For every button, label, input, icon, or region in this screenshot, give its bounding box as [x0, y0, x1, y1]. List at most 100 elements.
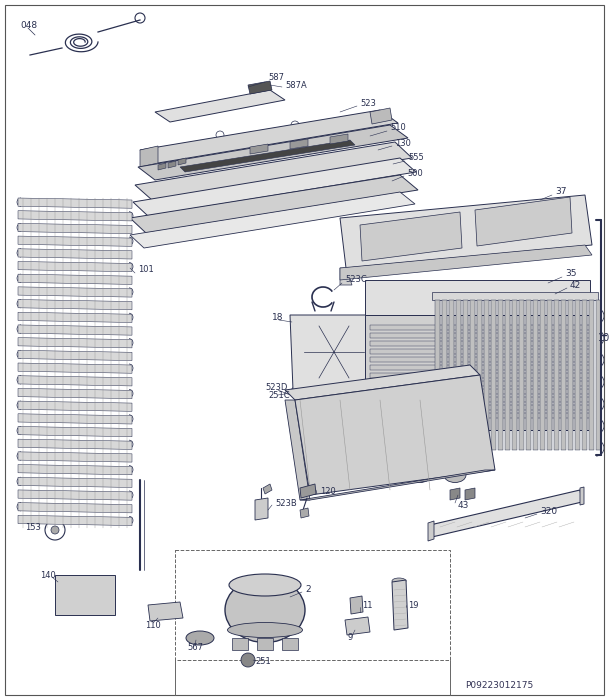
- Polygon shape: [130, 175, 418, 233]
- Ellipse shape: [229, 574, 301, 596]
- Polygon shape: [300, 470, 495, 500]
- Ellipse shape: [225, 578, 305, 643]
- Text: 320: 320: [540, 508, 557, 517]
- Polygon shape: [18, 287, 132, 297]
- Polygon shape: [290, 315, 378, 390]
- Ellipse shape: [186, 631, 214, 645]
- Polygon shape: [282, 638, 298, 650]
- Polygon shape: [449, 300, 454, 450]
- Polygon shape: [533, 300, 538, 450]
- Polygon shape: [477, 300, 482, 450]
- Polygon shape: [432, 292, 598, 300]
- Text: 140: 140: [40, 570, 56, 580]
- Text: 9: 9: [348, 634, 353, 643]
- Polygon shape: [18, 414, 132, 424]
- Polygon shape: [547, 300, 552, 450]
- Text: 153: 153: [25, 522, 41, 531]
- Polygon shape: [370, 341, 590, 346]
- Polygon shape: [18, 248, 132, 259]
- Text: 35: 35: [565, 270, 577, 279]
- Polygon shape: [575, 300, 580, 450]
- Text: 11: 11: [362, 601, 373, 610]
- Polygon shape: [360, 212, 462, 261]
- Polygon shape: [248, 81, 272, 94]
- Polygon shape: [370, 333, 590, 338]
- Polygon shape: [18, 223, 132, 234]
- Polygon shape: [365, 315, 590, 430]
- Text: 587A: 587A: [285, 80, 307, 90]
- Polygon shape: [133, 158, 416, 216]
- Text: 120: 120: [320, 487, 336, 496]
- Polygon shape: [18, 236, 132, 246]
- Polygon shape: [18, 452, 132, 462]
- Polygon shape: [18, 211, 132, 221]
- Polygon shape: [18, 198, 132, 209]
- Polygon shape: [498, 300, 503, 450]
- Polygon shape: [18, 401, 132, 412]
- Ellipse shape: [166, 179, 184, 187]
- Text: 2: 2: [305, 585, 311, 594]
- Polygon shape: [158, 163, 166, 170]
- Text: 43: 43: [458, 500, 470, 510]
- Ellipse shape: [374, 468, 396, 482]
- Text: 110: 110: [145, 620, 161, 629]
- Polygon shape: [370, 365, 590, 370]
- Text: 523: 523: [360, 99, 376, 108]
- Text: 251C: 251C: [268, 391, 290, 400]
- Polygon shape: [370, 389, 590, 394]
- Ellipse shape: [228, 622, 303, 638]
- Polygon shape: [140, 110, 398, 163]
- Polygon shape: [450, 488, 460, 500]
- Ellipse shape: [345, 184, 375, 196]
- Polygon shape: [442, 300, 447, 450]
- Polygon shape: [392, 580, 408, 630]
- Polygon shape: [370, 325, 590, 330]
- Polygon shape: [138, 125, 408, 180]
- Polygon shape: [350, 596, 363, 614]
- Polygon shape: [18, 350, 132, 360]
- Text: 102: 102: [598, 333, 609, 343]
- Ellipse shape: [364, 158, 376, 165]
- Polygon shape: [370, 357, 590, 362]
- Polygon shape: [18, 426, 132, 437]
- Polygon shape: [475, 197, 572, 246]
- Polygon shape: [589, 300, 594, 450]
- Polygon shape: [370, 349, 590, 354]
- Polygon shape: [180, 140, 355, 172]
- Polygon shape: [491, 300, 496, 450]
- Polygon shape: [428, 521, 434, 541]
- Polygon shape: [263, 484, 272, 494]
- Polygon shape: [232, 638, 248, 650]
- Polygon shape: [554, 300, 559, 450]
- Polygon shape: [582, 300, 587, 450]
- Polygon shape: [135, 142, 412, 200]
- Polygon shape: [18, 312, 132, 323]
- Polygon shape: [285, 400, 310, 500]
- Polygon shape: [430, 490, 582, 537]
- Polygon shape: [540, 300, 545, 450]
- Circle shape: [241, 653, 255, 667]
- Polygon shape: [340, 245, 592, 280]
- Polygon shape: [18, 363, 132, 373]
- Ellipse shape: [276, 195, 304, 206]
- Polygon shape: [257, 638, 273, 650]
- Polygon shape: [55, 575, 115, 615]
- Text: 523D: 523D: [265, 384, 287, 393]
- Circle shape: [291, 386, 303, 398]
- Text: 19: 19: [408, 601, 418, 610]
- Text: 101: 101: [138, 265, 153, 274]
- Text: 18: 18: [272, 314, 284, 323]
- Polygon shape: [526, 300, 531, 450]
- Polygon shape: [18, 389, 132, 398]
- Polygon shape: [512, 300, 517, 450]
- Ellipse shape: [339, 468, 361, 482]
- Text: 523C: 523C: [345, 276, 367, 284]
- Polygon shape: [465, 488, 475, 500]
- Polygon shape: [18, 477, 132, 487]
- Circle shape: [216, 131, 224, 139]
- Polygon shape: [370, 413, 590, 418]
- Polygon shape: [345, 617, 370, 635]
- Ellipse shape: [444, 468, 466, 482]
- Polygon shape: [370, 397, 590, 402]
- Ellipse shape: [231, 169, 249, 177]
